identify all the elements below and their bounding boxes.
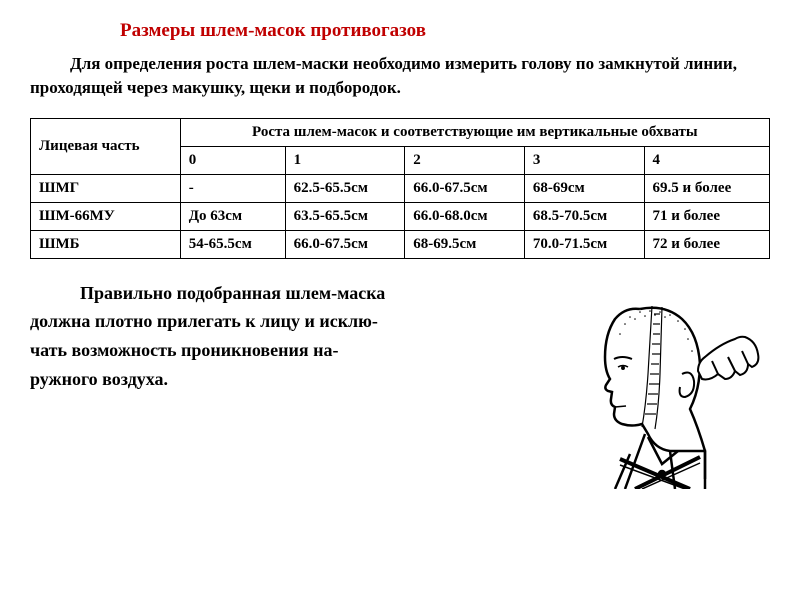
cell: 72 и более <box>644 230 769 258</box>
cell: 63.5-65.5см <box>285 202 405 230</box>
cell: - <box>180 174 285 202</box>
page-title: Размеры шлем-масок противогазов <box>120 20 770 42</box>
row-label: ШМГ <box>31 174 181 202</box>
cell: 66.0-67.5см <box>405 174 525 202</box>
col-size-4: 4 <box>644 146 769 174</box>
sizes-table: Лицевая часть Роста шлем-масок и соответ… <box>30 118 770 259</box>
cell: До 63см <box>180 202 285 230</box>
cell: 62.5-65.5см <box>285 174 405 202</box>
cell: 66.0-68.0см <box>405 202 525 230</box>
cell: 68-69см <box>524 174 644 202</box>
col-size-1: 1 <box>285 146 405 174</box>
row-label: ШМ-66МУ <box>31 202 181 230</box>
cell: 68-69.5см <box>405 230 525 258</box>
col-size-0: 0 <box>180 146 285 174</box>
cell: 66.0-67.5см <box>285 230 405 258</box>
header-face-part: Лицевая часть <box>31 118 181 174</box>
table-row: ШМГ - 62.5-65.5см 66.0-67.5см 68-69см 69… <box>31 174 770 202</box>
bottom-paragraph: Правильно подобранная шлем-маска должна … <box>30 279 560 394</box>
cell: 69.5 и более <box>644 174 769 202</box>
col-size-2: 2 <box>405 146 525 174</box>
col-size-3: 3 <box>524 146 644 174</box>
cell: 68.5-70.5см <box>524 202 644 230</box>
row-label: ШМБ <box>31 230 181 258</box>
table-row: ШМ-66МУ До 63см 63.5-65.5см 66.0-68.0см … <box>31 202 770 230</box>
header-sizes-wide: Роста шлем-масок и соответствующие им ве… <box>180 118 769 146</box>
table-row: ШМБ 54-65.5см 66.0-67.5см 68-69.5см 70.0… <box>31 230 770 258</box>
head-measurement-illustration <box>570 279 770 489</box>
cell: 54-65.5см <box>180 230 285 258</box>
intro-paragraph: Для определения роста шлем-маски необход… <box>30 52 770 100</box>
cell: 71 и более <box>644 202 769 230</box>
cell: 70.0-71.5см <box>524 230 644 258</box>
